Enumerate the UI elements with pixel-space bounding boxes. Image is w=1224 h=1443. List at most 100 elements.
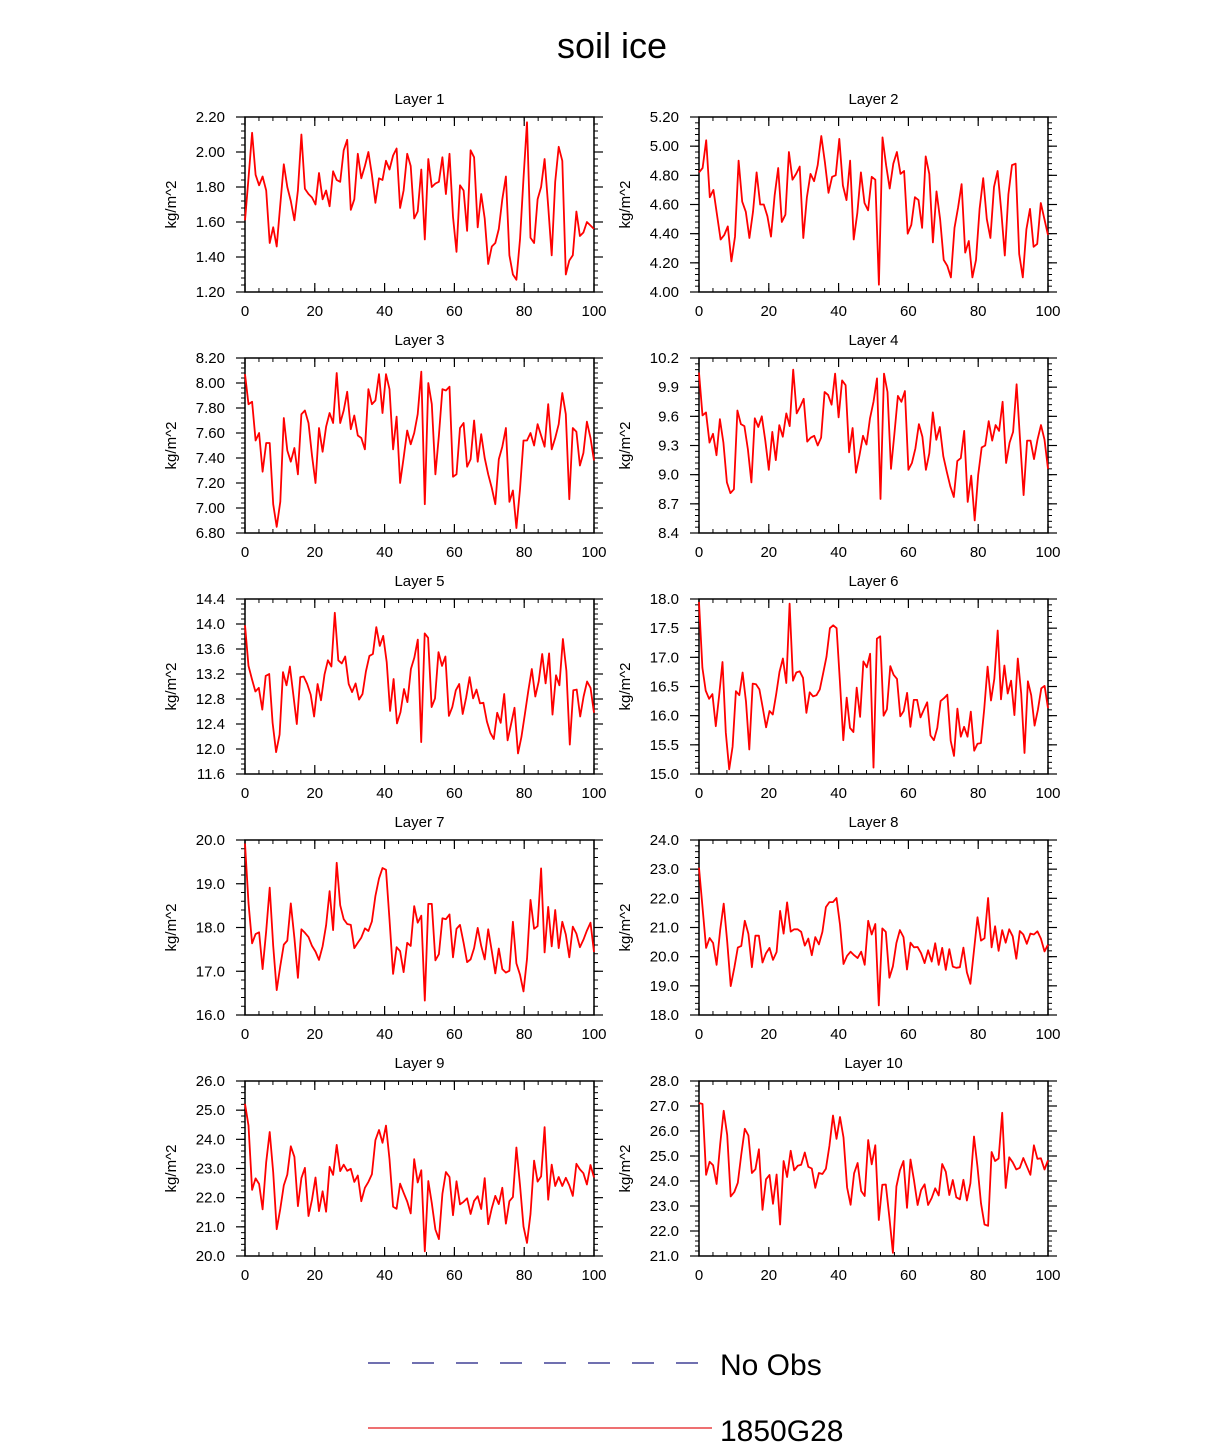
layer-9-series-line <box>244 1103 595 1253</box>
layer-4-series-line <box>698 368 1049 522</box>
layer-4-x-tick-label: 0 <box>695 544 703 561</box>
layer-9-title: Layer 9 <box>394 1055 444 1072</box>
layer-10-y-tick-label: 24.0 <box>650 1173 679 1190</box>
layer-3-x-tick-label: 40 <box>376 544 393 561</box>
layer-3-x-tick-label: 0 <box>241 544 249 561</box>
layer-6-x-tick-label: 80 <box>970 785 987 802</box>
layer-4-y-tick-label: 9.6 <box>658 408 679 425</box>
layer-8-y-tick-label: 20.0 <box>650 949 679 966</box>
layer-1-panel: Layer 1 kg/m^2 0 20 40 60 80 100 1.20 1.40 1.60 1.8… <box>163 91 607 320</box>
layer-1-y-tick-label: 1.40 <box>196 249 225 266</box>
layer-3-title: Layer 3 <box>394 332 444 349</box>
layer-1-ylabel: kg/m^2 <box>163 181 180 229</box>
layer-3-series-line <box>244 370 595 529</box>
layer-2-frame <box>698 116 1049 293</box>
layer-5-frame <box>244 598 595 775</box>
layer-3-x-tick-label: 20 <box>306 544 323 561</box>
layer-1-series-line <box>244 121 595 281</box>
layer-3-frame <box>244 357 595 534</box>
layer-8-y-tick-label: 19.0 <box>650 978 679 995</box>
layer-6-y-tick-label: 17.5 <box>650 620 679 637</box>
layer-1-x-tick-label: 100 <box>581 303 606 320</box>
layer-5-y-tick-label: 12.8 <box>196 691 225 708</box>
layer-5-title: Layer 5 <box>394 573 444 590</box>
layer-10-y-tick-label: 25.0 <box>650 1148 679 1165</box>
layer-9-x-tick-label: 80 <box>516 1267 533 1284</box>
layer-3-x-tick-label: 100 <box>581 544 606 561</box>
layer-6-y-tick-label: 16.5 <box>650 679 679 696</box>
layer-7-ylabel: kg/m^2 <box>163 904 180 952</box>
layer-7-y-tick-label: 20.0 <box>196 832 225 849</box>
layer-6-series-line <box>698 601 1049 771</box>
layer-5-y-tick-label: 12.4 <box>196 716 225 733</box>
layer-8-series-line <box>698 867 1049 1007</box>
layer-9-x-tick-label: 40 <box>376 1267 393 1284</box>
layer-9-x-tick-label: 20 <box>306 1267 323 1284</box>
layer-5-y-tick-label: 13.6 <box>196 641 225 658</box>
layer-7-x-tick-label: 40 <box>376 1026 393 1043</box>
layer-9-y-tick-label: 21.0 <box>196 1219 225 1236</box>
layer-4-x-tick-label: 60 <box>900 544 917 561</box>
layer-6-ylabel: kg/m^2 <box>617 663 634 711</box>
layer-9-ylabel: kg/m^2 <box>163 1145 180 1193</box>
layer-1-x-tick-label: 40 <box>376 303 393 320</box>
layer-7-frame <box>244 839 595 1016</box>
layer-1-y-tick-label: 1.60 <box>196 214 225 231</box>
layer-6-x-tick-label: 0 <box>695 785 703 802</box>
layer-3-y-tick-label: 7.40 <box>196 450 225 467</box>
layer-10-x-tick-label: 40 <box>830 1267 847 1284</box>
layer-6-title: Layer 6 <box>848 573 898 590</box>
layer-8-x-tick-label: 60 <box>900 1026 917 1043</box>
layer-2-y-tick-label: 4.60 <box>650 197 679 214</box>
layer-4-y-tick-label: 8.4 <box>658 525 679 542</box>
layer-9-y-tick-label: 22.0 <box>196 1190 225 1207</box>
layer-5-x-tick-label: 20 <box>306 785 323 802</box>
layer-4-x-tick-label: 80 <box>970 544 987 561</box>
layer-3-y-tick-label: 7.00 <box>196 500 225 517</box>
layer-1-x-tick-label: 60 <box>446 303 463 320</box>
layer-10-x-tick-label: 60 <box>900 1267 917 1284</box>
layer-8-x-tick-label: 100 <box>1035 1026 1060 1043</box>
layer-7-series-line <box>244 843 595 1002</box>
layer-10-x-tick-label: 20 <box>760 1267 777 1284</box>
layer-2-x-tick-label: 40 <box>830 303 847 320</box>
layer-5-x-tick-label: 80 <box>516 785 533 802</box>
layer-1-frame <box>244 116 595 293</box>
layer-10-y-tick-label: 23.0 <box>650 1198 679 1215</box>
layer-9-x-tick-label: 100 <box>581 1267 606 1284</box>
layer-6-y-tick-label: 15.5 <box>650 737 679 754</box>
layer-2-x-tick-label: 80 <box>970 303 987 320</box>
layer-8-y-tick-label: 18.0 <box>650 1007 679 1024</box>
layer-7-x-tick-label: 80 <box>516 1026 533 1043</box>
layer-4-x-tick-label: 20 <box>760 544 777 561</box>
layer-9-y-tick-label: 20.0 <box>196 1248 225 1265</box>
layer-6-y-tick-label: 15.0 <box>650 766 679 783</box>
layer-6-x-tick-label: 60 <box>900 785 917 802</box>
layer-5-y-tick-label: 11.6 <box>197 766 225 783</box>
layer-4-y-tick-label: 8.7 <box>658 496 679 513</box>
layer-4-y-tick-label: 9.0 <box>658 467 679 484</box>
layer-4-frame <box>698 357 1049 534</box>
layer-8-y-tick-label: 22.0 <box>650 890 679 907</box>
layer-9-y-tick-label: 25.0 <box>196 1102 225 1119</box>
layer-2-x-tick-label: 0 <box>695 303 703 320</box>
layer-6-x-tick-label: 100 <box>1035 785 1060 802</box>
layer-9-x-tick-label: 0 <box>241 1267 249 1284</box>
layer-8-x-tick-label: 80 <box>970 1026 987 1043</box>
layer-5-x-tick-label: 40 <box>376 785 393 802</box>
layer-1-x-tick-label: 0 <box>241 303 249 320</box>
layer-10-x-tick-label: 80 <box>970 1267 987 1284</box>
layer-8-panel: Layer 8 kg/m^2 0 20 40 60 80 100 18.0 19.0 20.0 21.… <box>617 814 1061 1043</box>
layer-8-x-tick-label: 20 <box>760 1026 777 1043</box>
layer-10-title: Layer 10 <box>844 1055 902 1072</box>
layer-10-y-tick-label: 28.0 <box>650 1073 679 1090</box>
layer-5-y-tick-label: 14.0 <box>196 616 225 633</box>
layer-2-y-tick-label: 4.00 <box>650 284 679 301</box>
layer-2-title: Layer 2 <box>848 91 898 108</box>
layer-9-y-tick-label: 26.0 <box>196 1073 225 1090</box>
layer-10-x-tick-label: 100 <box>1035 1267 1060 1284</box>
layer-7-x-tick-label: 20 <box>306 1026 323 1043</box>
layer-4-panel: Layer 4 kg/m^2 0 20 40 60 80 100 8.4 8.7 9.0 9.3 9.6… <box>617 332 1061 561</box>
layer-9-y-tick-label: 23.0 <box>196 1161 225 1178</box>
